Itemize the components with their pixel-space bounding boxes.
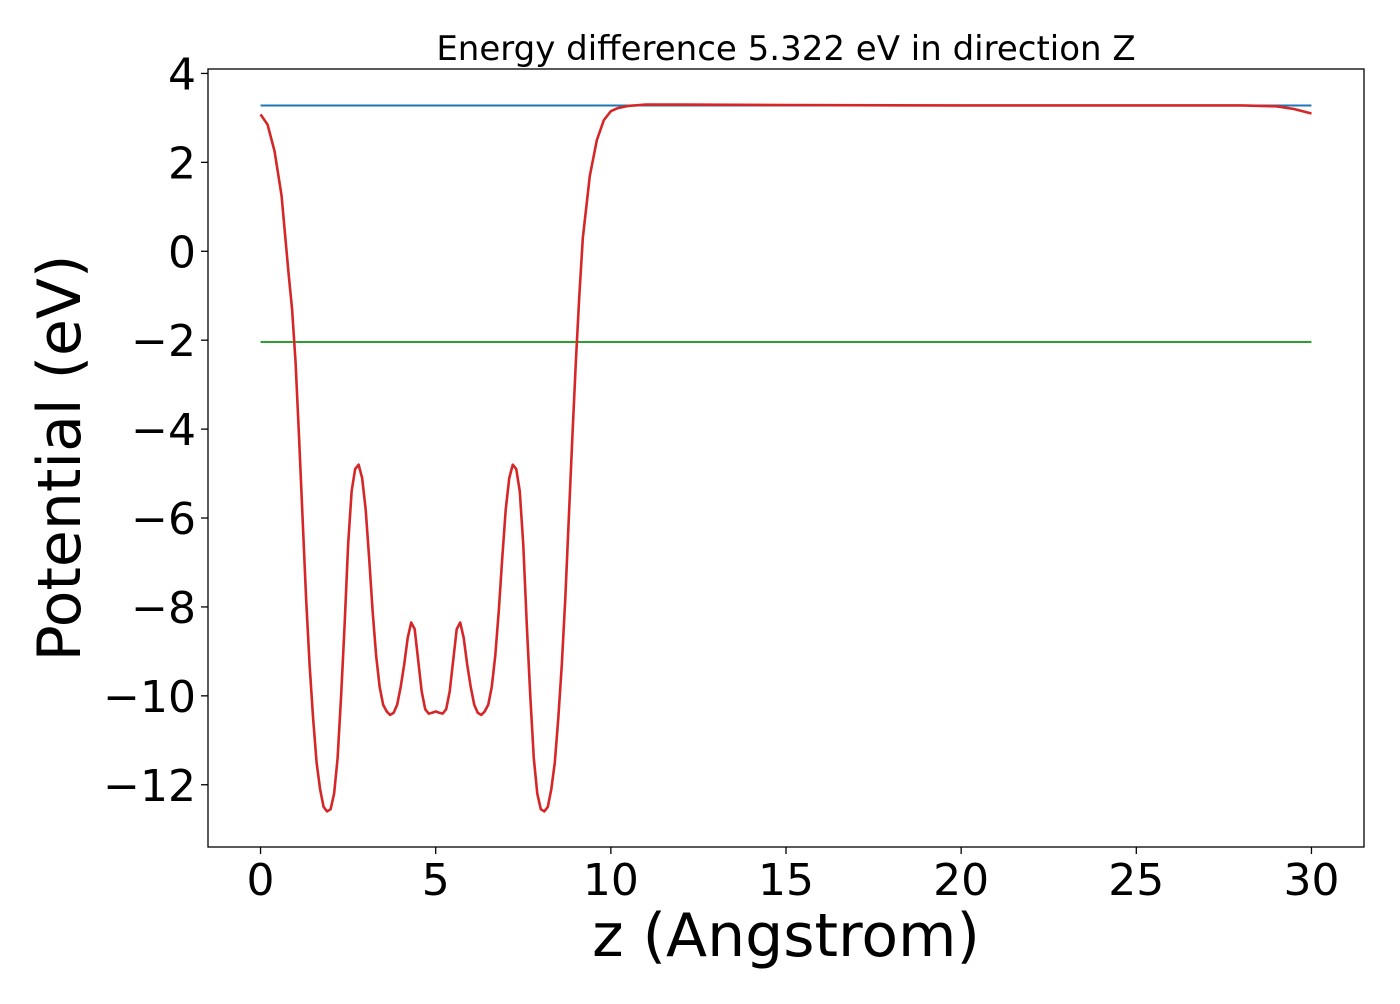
y-tick-label: −6 [131, 494, 196, 545]
x-axis-ticks: 0 5 10 15 20 25 30 [247, 847, 1339, 906]
x-tick-label: 0 [247, 855, 275, 906]
chart-title: Energy difference 5.322 eV in direction … [436, 29, 1135, 69]
y-axis-ticks: 4 2 0 −2 −4 −6 −8 −10 −12 [103, 49, 208, 812]
y-tick-label: −10 [103, 672, 196, 723]
series-line-3 [259, 103, 1312, 813]
y-tick-label: −2 [131, 316, 196, 367]
y-tick-label: 0 [168, 227, 196, 278]
series-layer [259, 103, 1312, 813]
plot-frame [207, 68, 1365, 848]
x-tick-label: 15 [758, 855, 814, 906]
y-tick-label: −4 [131, 405, 196, 456]
y-tick-label: 4 [168, 49, 196, 100]
y-axis-label: Potential (eV) [25, 255, 95, 662]
x-tick-label: 25 [1108, 855, 1164, 906]
x-axis-label: z (Angstrom) [592, 901, 980, 971]
x-tick-label: 20 [933, 855, 989, 906]
x-tick-label: 30 [1283, 855, 1339, 906]
y-tick-label: 2 [168, 138, 196, 189]
x-tick-label: 5 [422, 855, 450, 906]
x-tick-label: 10 [583, 855, 639, 906]
y-tick-label: −8 [131, 583, 196, 634]
y-tick-label: −12 [103, 761, 196, 812]
